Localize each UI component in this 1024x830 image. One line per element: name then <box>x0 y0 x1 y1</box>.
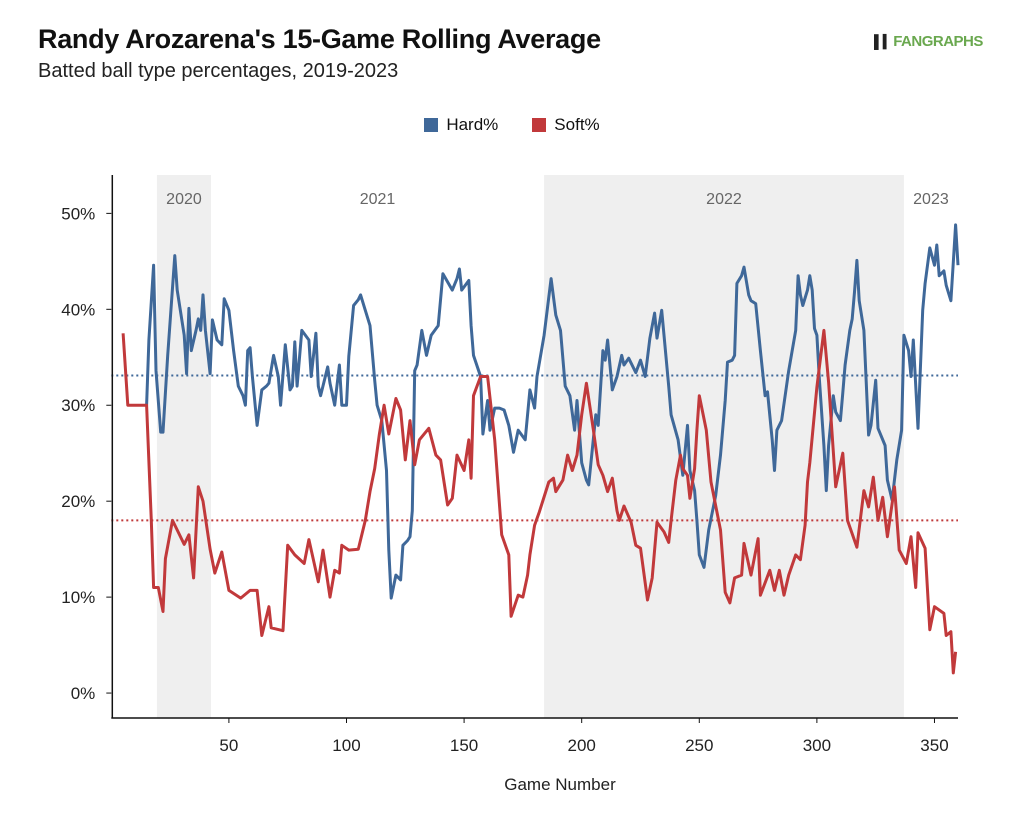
legend-item-soft: Soft% <box>532 115 600 135</box>
x-tick-label: 250 <box>685 736 713 755</box>
logo-bars-icon: ▌▍ <box>874 34 893 49</box>
x-tick-label: 300 <box>803 736 831 755</box>
season-label-2021: 2021 <box>360 191 396 208</box>
season-label-2020: 2020 <box>166 191 202 208</box>
legend-label-soft: Soft% <box>554 115 600 134</box>
x-tick-label: 150 <box>450 736 478 755</box>
legend-swatch-hard <box>424 118 439 132</box>
y-tick-label: 0% <box>71 684 96 703</box>
legend: Hard% Soft% <box>0 115 1024 135</box>
legend-item-hard: Hard% <box>424 115 498 135</box>
x-axis-label: Game Number <box>504 775 616 794</box>
x-tick-label: 50 <box>219 736 238 755</box>
season-band-2020 <box>156 175 212 718</box>
x-tick-label: 350 <box>920 736 948 755</box>
y-tick-label: 20% <box>61 492 95 511</box>
season-band-2022 <box>544 175 904 718</box>
fangraphs-logo: ▌▍FANGRAPHS <box>874 33 983 50</box>
logo-text: FANGRAPHS <box>893 33 983 50</box>
legend-swatch-soft <box>532 118 547 132</box>
legend-label-hard: Hard% <box>446 115 499 134</box>
season-label-2023: 2023 <box>913 191 949 208</box>
y-tick-label: 50% <box>61 204 95 223</box>
y-tick-label: 30% <box>61 396 95 415</box>
season-label-2022: 2022 <box>706 191 742 208</box>
x-tick-label: 200 <box>568 736 596 755</box>
chart-subtitle: Batted ball type percentages, 2019-2023 <box>38 60 399 82</box>
x-tick-label: 100 <box>332 736 360 755</box>
chart-title: Randy Arozarena's 15-Game Rolling Averag… <box>38 24 601 54</box>
y-tick-label: 40% <box>61 300 95 319</box>
series-line-hard <box>145 223 960 600</box>
series-line-soft <box>121 328 958 675</box>
y-tick-label: 10% <box>61 588 95 607</box>
